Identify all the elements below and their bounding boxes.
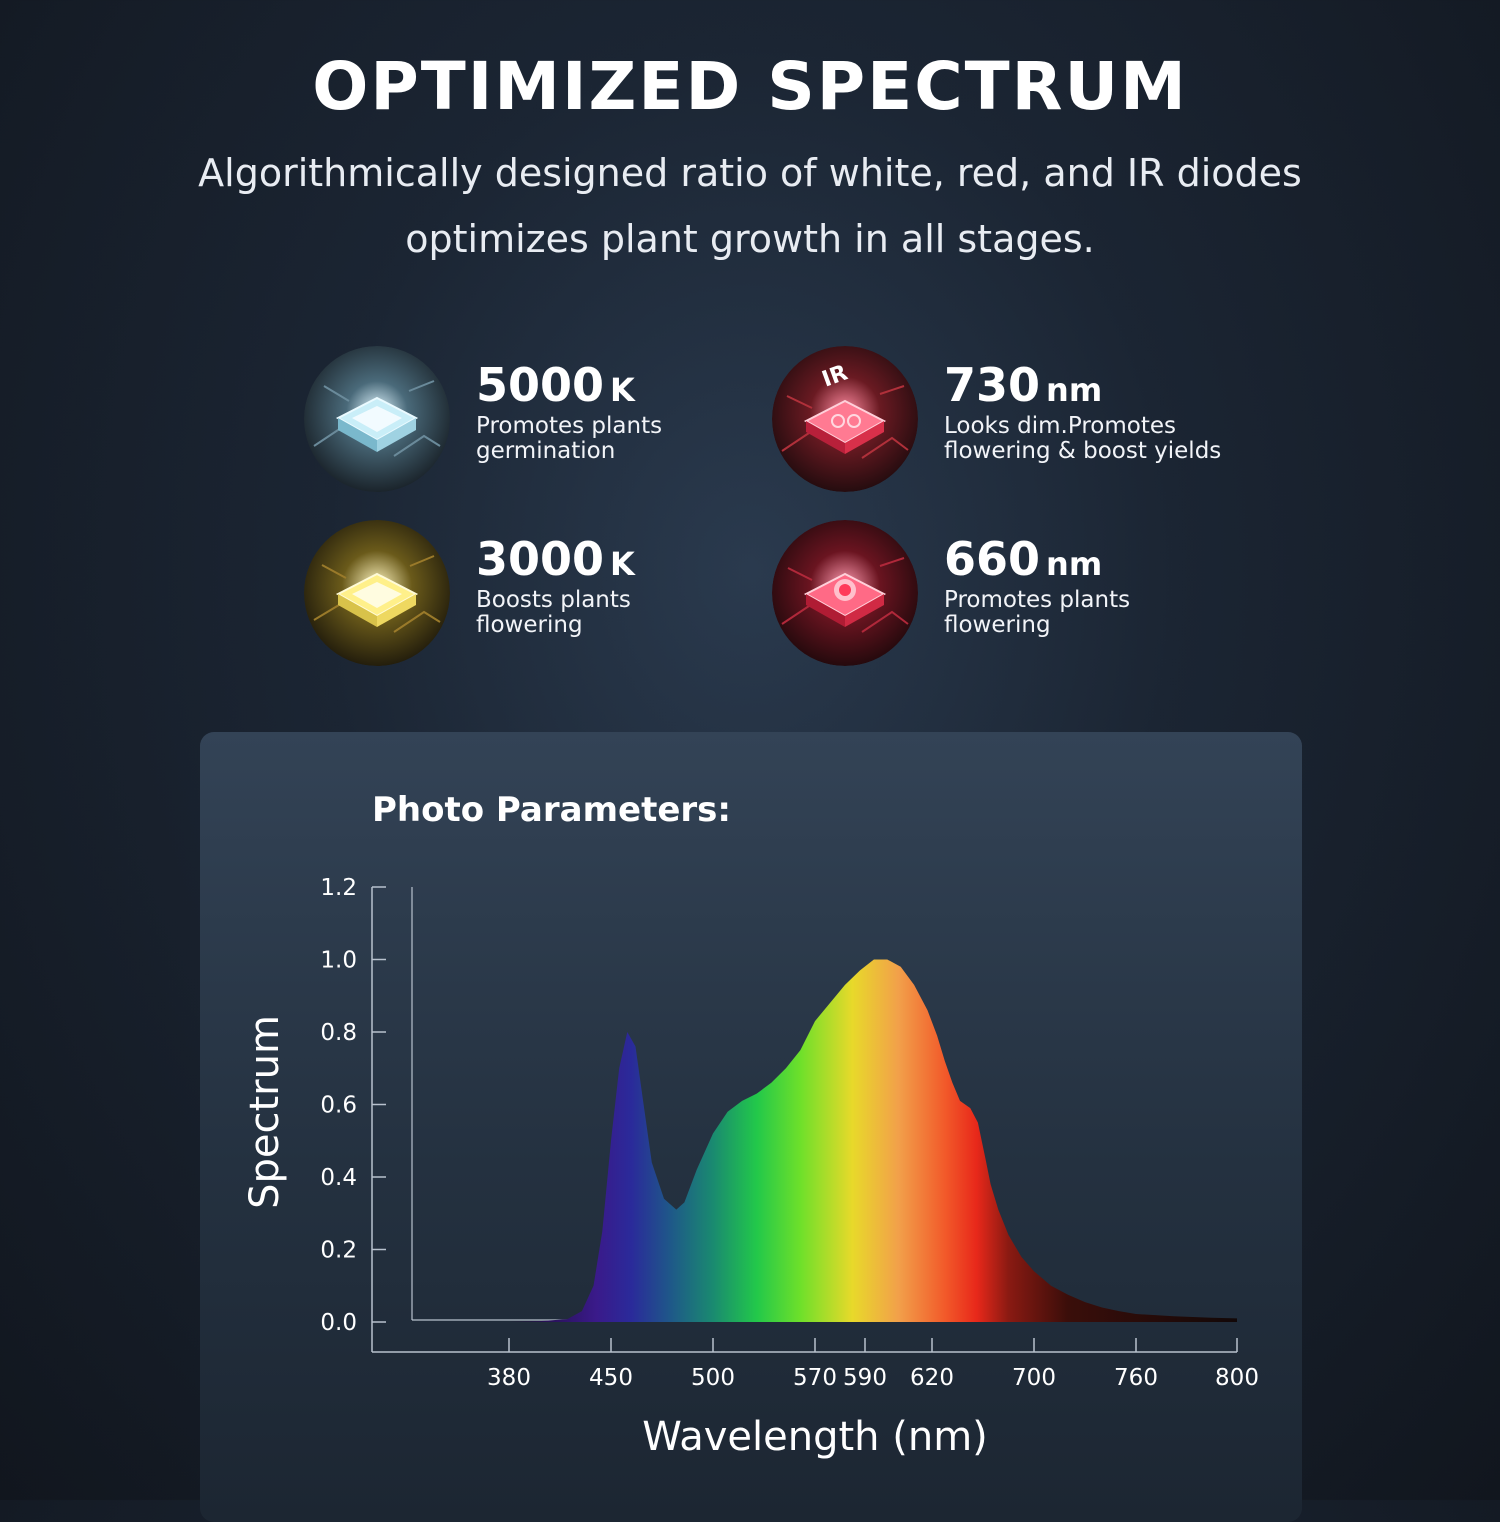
white-led-chip-icon	[304, 346, 450, 492]
x-tick-label: 800	[1215, 1365, 1259, 1391]
warm-white-led-chip-icon	[304, 520, 450, 666]
y-tick-label: 0.2	[320, 1238, 357, 1264]
feature-value: 5000 K	[476, 358, 635, 412]
page-title: OPTIMIZED SPECTRUM	[312, 48, 1188, 125]
feature-description: Promotes plants flowering	[944, 587, 1131, 638]
page-subtitle: Algorithmically designed ratio of white,…	[198, 151, 1302, 261]
feature-description: Boosts plants flowering	[476, 587, 631, 638]
spectrum-area	[509, 959, 1237, 1322]
x-axis-label: Wavelength (nm)	[642, 1414, 988, 1460]
y-tick-label: 0.6	[320, 1093, 357, 1119]
x-tick-label: 620	[910, 1365, 954, 1391]
y-axis-label: Spectrum	[242, 1015, 288, 1209]
feature-3000k: 3000 K Boosts plants flowering	[304, 520, 774, 670]
x-tick-label: 450	[589, 1365, 633, 1391]
feature-730nm: IR 730 nm Looks dim.Promotes flowering & b…	[772, 346, 1242, 496]
y-tick-label: 1.0	[320, 948, 357, 974]
x-tick-label: 700	[1012, 1365, 1056, 1391]
y-tick-label: 0.4	[320, 1165, 357, 1191]
red-led-chip-icon	[772, 520, 918, 666]
x-tick-label: 760	[1114, 1365, 1158, 1391]
y-tick-label: 0.0	[320, 1310, 357, 1336]
feature-value: 3000 K	[476, 532, 635, 586]
feature-5000k: 5000 K Promotes plants germination	[304, 346, 774, 496]
feature-value: 660 nm	[944, 532, 1103, 586]
ir-led-chip-icon: IR	[772, 346, 918, 492]
feature-660nm: 660 nm Promotes plants flowering	[772, 520, 1242, 670]
x-tick-label: 570	[793, 1365, 837, 1391]
x-tick-label: 590	[843, 1365, 887, 1391]
y-tick-label: 0.8	[320, 1020, 357, 1046]
feature-description: Promotes plants germination	[476, 413, 663, 464]
y-tick-label: 1.2	[320, 875, 357, 901]
chart-panel-title: Photo Parameters:	[372, 790, 731, 830]
x-tick-label: 380	[487, 1365, 531, 1391]
x-tick-label: 500	[691, 1365, 735, 1391]
feature-value: 730 nm	[944, 358, 1103, 412]
feature-description: Looks dim.Promotes flowering & boost yiel…	[944, 413, 1222, 464]
